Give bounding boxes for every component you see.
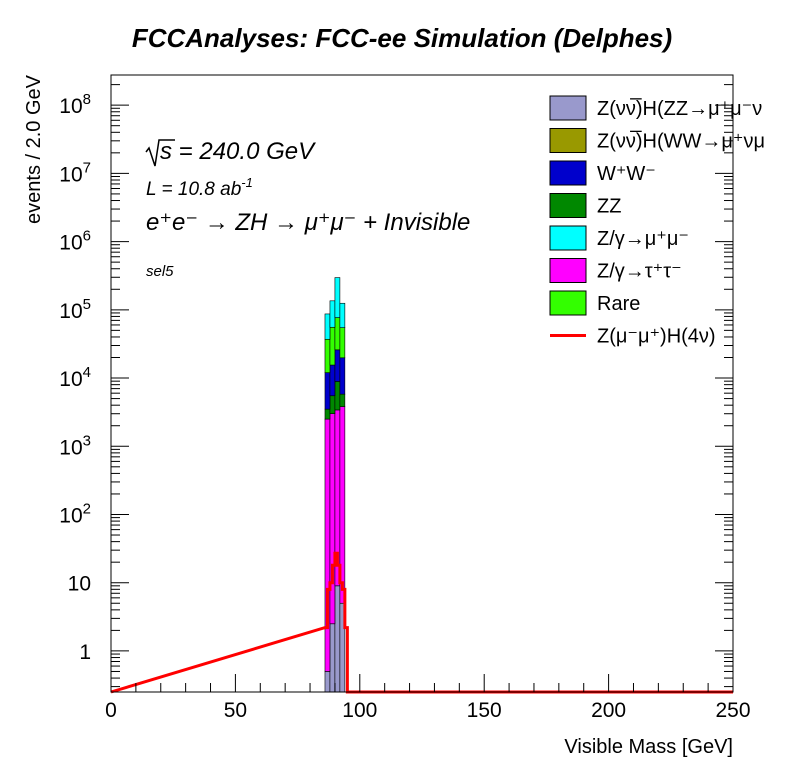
x-tick-label-0: 0: [105, 699, 117, 722]
chart-title: FCCAnalyses: FCC-ee Simulation (Delphes): [132, 23, 672, 53]
annotation-sqrt-s: s = 240.0 GeV: [160, 138, 316, 165]
bar-3-bin-3: [339, 393, 346, 407]
bar-4-bin-0: [324, 372, 331, 410]
y-tick-label-4: 104: [59, 364, 91, 391]
y-tick-label-6: 106: [59, 228, 91, 255]
bar-0-bin-1: [329, 623, 336, 693]
x-tick-label-5: 250: [715, 699, 750, 722]
legend: Z(νν̅)H(ZZ→μ⁺μ⁻ν Z(νν̅)H(WW→μ⁺νμ W⁺W⁻ ZZ Z/γ…: [549, 95, 765, 348]
signal-line: [110, 551, 733, 694]
bar-2-bin-0: [324, 418, 331, 672]
sqrt-symbol: [145, 139, 175, 167]
bar-5-bin-2: [334, 317, 341, 351]
plot-frame: [110, 74, 734, 693]
y-tick-label-8: 108: [59, 91, 91, 118]
bar-5-bin-0: [324, 338, 331, 373]
bar-6-bin-1: [329, 300, 336, 328]
legend-label-2: W⁺W⁻: [597, 163, 656, 185]
legend-label-7: Z(μ⁻μ⁺)H(4ν): [597, 326, 716, 348]
bar-6-bin-2: [334, 277, 341, 318]
x-axis-title: Visible Mass [GeV]: [564, 736, 733, 758]
bar-2-bin-1: [329, 413, 336, 625]
bar-6-bin-3: [339, 302, 346, 328]
x-tick-label-4: 200: [591, 699, 626, 722]
annotation-luminosity-value: L = 10.8 ab: [146, 179, 241, 200]
x-axis-ticks: 0 50 100 150 200 250: [105, 674, 751, 722]
x-tick-label-2: 100: [342, 699, 377, 722]
legend-label-3: ZZ: [597, 196, 621, 218]
annotations: s = 240.0 GeV L = 10.8 ab-1 e⁺e⁻ → ZH → …: [145, 138, 470, 280]
legend-label-0: Z(νν̅)H(ZZ→μ⁺μ⁻ν: [597, 97, 762, 120]
y-axis-title: events / 2.0 GeV: [23, 74, 45, 224]
y-tick-label-5: 105: [59, 296, 91, 323]
legend-label-4: Z/γ→μ⁺μ⁻: [597, 228, 689, 250]
x-tick-label-3: 150: [467, 699, 502, 722]
annotation-luminosity-exponent: -1: [241, 175, 253, 190]
bar-3-bin-1: [329, 395, 336, 414]
y-tick-label-0: 1: [79, 641, 91, 664]
legend-swatch-3: [549, 193, 587, 218]
bar-6-bin-0: [324, 313, 331, 340]
legend-swatch-5: [549, 258, 587, 283]
legend-swatch-2: [549, 160, 587, 186]
bar-0-bin-2: [334, 585, 341, 693]
legend-swatch-4: [549, 225, 587, 251]
annotation-selection: sel5: [146, 263, 174, 280]
stacked-bars: [324, 277, 346, 693]
legend-swatch-1: [549, 128, 587, 153]
legend-label-1: Z(νν̅)H(WW→μ⁺νμ: [597, 130, 765, 153]
legend-swatch-0: [549, 95, 587, 121]
y-tick-label-7: 107: [59, 159, 91, 186]
y-axis-ticks: 1 10 102 103 104 105 106 107 108: [59, 84, 733, 688]
legend-label-5: Z/γ→τ⁺τ⁻: [597, 261, 682, 283]
bar-0-bin-0: [324, 671, 331, 693]
bar-3-bin-2: [334, 381, 341, 411]
annotation-process: e⁺e⁻ → ZH → μ⁺μ⁻ + Invisible: [146, 209, 470, 236]
bar-5-bin-1: [329, 326, 336, 366]
legend-swatch-6: [549, 290, 587, 316]
bar-4-bin-1: [329, 364, 336, 397]
y-tick-label-2: 102: [59, 500, 91, 527]
bar-5-bin-3: [339, 327, 346, 359]
annotation-luminosity: L = 10.8 ab-1: [146, 175, 253, 200]
x-tick-label-1: 50: [224, 699, 247, 722]
bar-4-bin-3: [339, 357, 346, 395]
y-tick-label-3: 103: [59, 432, 91, 459]
legend-label-6: Rare: [597, 293, 640, 315]
signal-histogram: [110, 551, 733, 694]
bar-3-bin-0: [324, 408, 331, 420]
bar-4-bin-2: [334, 349, 341, 382]
y-tick-label-1: 10: [68, 573, 91, 596]
